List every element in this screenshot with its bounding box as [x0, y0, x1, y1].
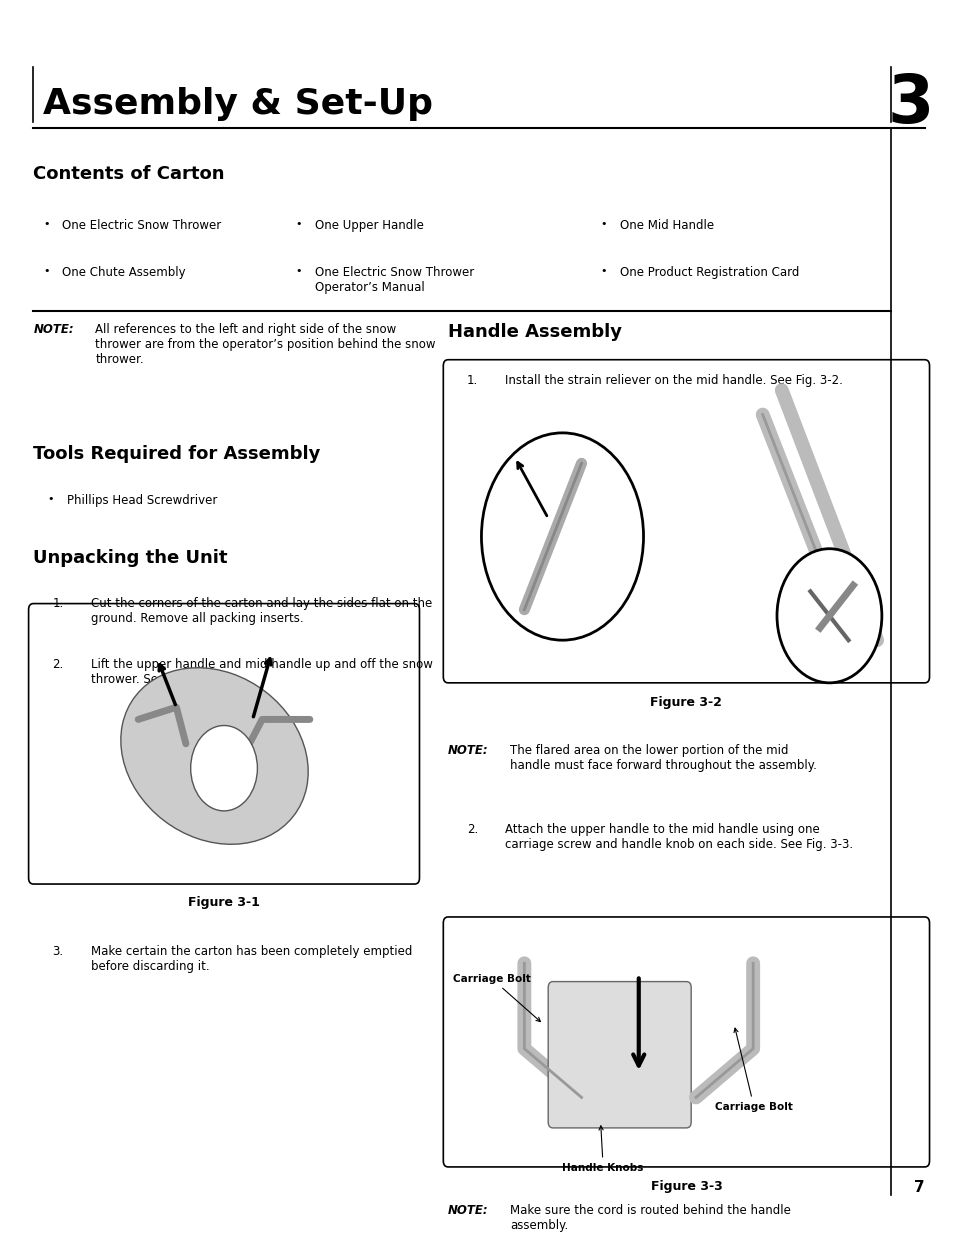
Text: 3.: 3. [52, 945, 64, 958]
Circle shape [776, 548, 881, 683]
Text: Cut the corners of the carton and lay the sides flat on the
ground. Remove all p: Cut the corners of the carton and lay th… [91, 598, 432, 625]
Text: Figure 3-1: Figure 3-1 [188, 897, 260, 909]
Text: Handle Assembly: Handle Assembly [448, 324, 621, 341]
Text: Figure 3-2: Figure 3-2 [650, 697, 721, 709]
Text: 2.: 2. [52, 658, 64, 672]
Text: •: • [43, 266, 50, 275]
Text: Unpacking the Unit: Unpacking the Unit [33, 548, 228, 567]
FancyBboxPatch shape [443, 916, 928, 1167]
Text: •: • [48, 494, 54, 504]
Text: •: • [295, 266, 302, 275]
Text: Assembly & Set-Up: Assembly & Set-Up [43, 86, 433, 121]
FancyBboxPatch shape [443, 359, 928, 683]
Text: One Electric Snow Thrower: One Electric Snow Thrower [62, 220, 221, 232]
Text: Figure 3-3: Figure 3-3 [650, 1181, 721, 1193]
FancyBboxPatch shape [29, 604, 419, 884]
Text: •: • [43, 220, 50, 230]
Text: •: • [600, 266, 606, 275]
Text: Phillips Head Screwdriver: Phillips Head Screwdriver [67, 494, 217, 506]
Text: Make sure the cord is routed behind the handle
assembly.: Make sure the cord is routed behind the … [510, 1204, 790, 1231]
Text: One Chute Assembly: One Chute Assembly [62, 266, 186, 279]
Circle shape [191, 725, 257, 811]
Text: 7: 7 [913, 1179, 923, 1195]
Text: One Mid Handle: One Mid Handle [619, 220, 713, 232]
Text: One Upper Handle: One Upper Handle [314, 220, 423, 232]
Text: •: • [295, 220, 302, 230]
Text: Make certain the carton has been completely emptied
before discarding it.: Make certain the carton has been complet… [91, 945, 412, 973]
Text: One Electric Snow Thrower
Operator’s Manual: One Electric Snow Thrower Operator’s Man… [314, 266, 474, 294]
Text: NOTE:: NOTE: [448, 1204, 488, 1216]
Text: 1.: 1. [467, 374, 477, 388]
Text: NOTE:: NOTE: [448, 743, 488, 757]
Text: Contents of Carton: Contents of Carton [33, 164, 225, 183]
Ellipse shape [121, 668, 308, 845]
Text: Install the strain reliever on the mid handle. See Fig. 3-2.: Install the strain reliever on the mid h… [505, 374, 842, 388]
Text: All references to the left and right side of the snow
thrower are from the opera: All references to the left and right sid… [95, 324, 436, 366]
Text: Lift the upper handle and mid handle up and off the snow
thrower. See Fig. 3-1.: Lift the upper handle and mid handle up … [91, 658, 432, 687]
Text: NOTE:: NOTE: [33, 324, 74, 336]
FancyBboxPatch shape [548, 982, 691, 1128]
Text: One Product Registration Card: One Product Registration Card [619, 266, 799, 279]
Text: Attach the upper handle to the mid handle using one
carriage screw and handle kn: Attach the upper handle to the mid handl… [505, 823, 853, 851]
Circle shape [481, 433, 643, 640]
Text: Carriage Bolt: Carriage Bolt [715, 1029, 792, 1112]
Text: Tools Required for Assembly: Tools Required for Assembly [33, 445, 320, 463]
Text: 3: 3 [886, 70, 933, 137]
Text: 1.: 1. [52, 598, 64, 610]
Text: •: • [600, 220, 606, 230]
Text: Handle Knobs: Handle Knobs [562, 1126, 643, 1172]
Text: Carriage Bolt: Carriage Bolt [453, 973, 539, 1021]
Text: 2.: 2. [467, 823, 477, 836]
Text: The flared area on the lower portion of the mid
handle must face forward through: The flared area on the lower portion of … [510, 743, 816, 772]
